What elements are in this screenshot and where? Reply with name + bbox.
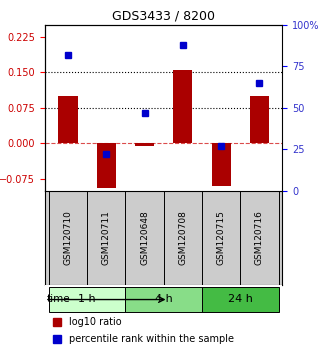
FancyBboxPatch shape (49, 287, 126, 312)
Bar (97, 143, 116, 188)
Title: GDS3433 / 8200: GDS3433 / 8200 (112, 9, 215, 22)
Bar (58, 96, 77, 143)
Bar (212, 143, 231, 186)
Text: 24 h: 24 h (228, 294, 253, 304)
Text: GSM120711: GSM120711 (102, 211, 111, 266)
Text: GSM120708: GSM120708 (178, 211, 187, 266)
Bar (135, 143, 154, 145)
Bar (173, 70, 193, 143)
Text: 1 h: 1 h (78, 294, 96, 304)
Text: GSM120710: GSM120710 (64, 211, 73, 266)
Text: GSM120716: GSM120716 (255, 211, 264, 266)
Text: percentile rank within the sample: percentile rank within the sample (69, 333, 234, 344)
FancyBboxPatch shape (126, 287, 202, 312)
Text: time: time (47, 294, 71, 304)
Bar (250, 96, 269, 143)
Text: 4 h: 4 h (155, 294, 173, 304)
Text: GSM120715: GSM120715 (217, 211, 226, 266)
Text: log10 ratio: log10 ratio (69, 317, 121, 327)
FancyBboxPatch shape (202, 287, 279, 312)
Text: GSM120648: GSM120648 (140, 211, 149, 266)
